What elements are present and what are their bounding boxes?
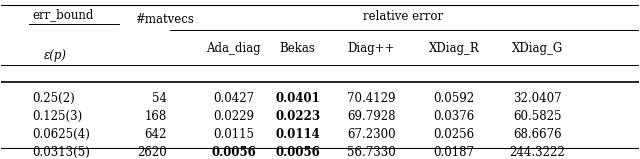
Text: 2620: 2620: [137, 146, 167, 159]
Text: 60.5825: 60.5825: [513, 110, 561, 123]
Text: 168: 168: [145, 110, 167, 123]
Text: 0.0114: 0.0114: [275, 128, 320, 141]
Text: 0.0376: 0.0376: [433, 110, 475, 123]
Text: 0.0401: 0.0401: [275, 92, 320, 105]
Text: XDiag_G: XDiag_G: [511, 42, 563, 55]
Text: 69.7928: 69.7928: [347, 110, 396, 123]
Text: 67.2300: 67.2300: [347, 128, 396, 141]
Text: 54: 54: [152, 92, 167, 105]
Text: 56.7330: 56.7330: [347, 146, 396, 159]
Text: 0.0256: 0.0256: [433, 128, 475, 141]
Text: XDiag_R: XDiag_R: [429, 42, 479, 55]
Text: 0.0056: 0.0056: [275, 146, 320, 159]
Text: 0.25(2): 0.25(2): [33, 92, 76, 105]
Text: 0.125(3): 0.125(3): [33, 110, 83, 123]
Text: Diag++: Diag++: [348, 42, 395, 55]
Text: 0.0115: 0.0115: [213, 128, 254, 141]
Text: ε(p): ε(p): [44, 49, 67, 62]
Text: 68.6676: 68.6676: [513, 128, 561, 141]
Text: 32.0407: 32.0407: [513, 92, 561, 105]
Text: 642: 642: [145, 128, 167, 141]
Text: relative error: relative error: [363, 10, 443, 23]
Text: 0.0427: 0.0427: [213, 92, 254, 105]
Text: 0.0313(5): 0.0313(5): [33, 146, 90, 159]
Text: 0.0625(4): 0.0625(4): [33, 128, 90, 141]
Text: 244.3222: 244.3222: [509, 146, 565, 159]
Text: err_bound: err_bound: [33, 8, 94, 21]
Text: 70.4129: 70.4129: [347, 92, 396, 105]
Text: Bekas: Bekas: [280, 42, 316, 55]
Text: #matvecs: #matvecs: [135, 13, 194, 26]
Text: 0.0592: 0.0592: [433, 92, 475, 105]
Text: 0.0223: 0.0223: [275, 110, 320, 123]
Text: 0.0187: 0.0187: [434, 146, 475, 159]
Text: Ada_diag: Ada_diag: [207, 42, 261, 55]
Text: 0.0229: 0.0229: [213, 110, 254, 123]
Text: 0.0056: 0.0056: [211, 146, 256, 159]
